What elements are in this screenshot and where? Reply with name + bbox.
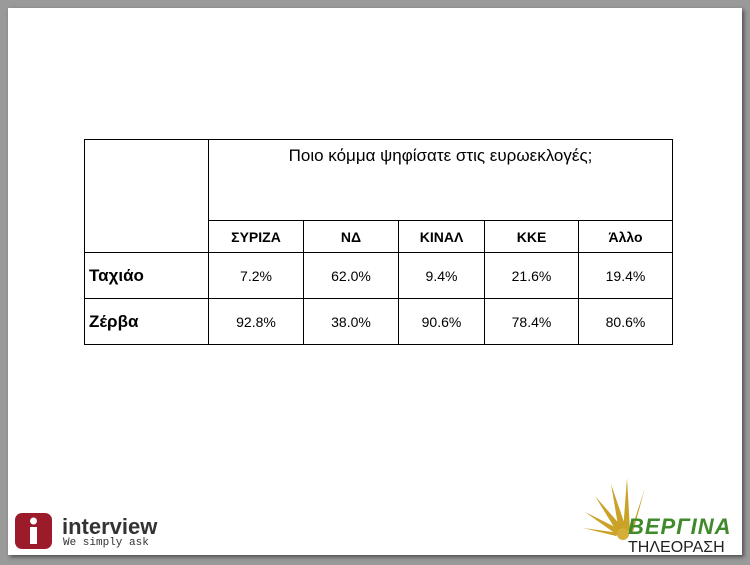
cell: 38.0% — [303, 298, 399, 345]
data-row: Ταχιάο 7.2% 62.0% 9.4% 21.6% 19.4% — [84, 252, 673, 299]
interview-name: interview — [62, 514, 158, 539]
corner-cell — [84, 139, 209, 253]
interview-tagline: We simply ask — [63, 537, 149, 549]
cell: 19.4% — [578, 252, 673, 299]
cell: 9.4% — [398, 252, 485, 299]
vergina-name: ΒΕΡΓΙΝΑ — [628, 514, 732, 539]
vergina-subtitle: ΤΗΛΕΟΡΑΣΗ — [628, 539, 725, 556]
cell: 78.4% — [484, 298, 579, 345]
cell: 90.6% — [398, 298, 485, 345]
vergina-sun — [583, 478, 645, 540]
column-header: ΚΚΕ — [484, 220, 579, 253]
slide: Ποιο κόμμα ψηφίσατε στις ευρωεκλογές; ΣΥΡ… — [8, 8, 742, 556]
cell: 7.2% — [208, 252, 304, 299]
results-table: Ποιο κόμμα ψηφίσατε στις ευρωεκλογές; ΣΥΡ… — [84, 139, 673, 345]
title-row: Ποιο κόμμα ψηφίσατε στις ευρωεκλογές; — [84, 139, 673, 253]
cell: 80.6% — [578, 298, 673, 345]
cell: 21.6% — [484, 252, 579, 299]
row-label: Ζέρβα — [84, 298, 209, 345]
cell: 62.0% — [303, 252, 399, 299]
row-label: Ταχιάο — [84, 252, 209, 299]
column-header: ΚΙΝΑΛ — [398, 220, 485, 253]
data-row: Ζέρβα 92.8% 38.0% 90.6% 78.4% 80.6% — [84, 298, 673, 345]
cell: 92.8% — [208, 298, 304, 345]
column-header: ΣΥΡΙΖΑ — [208, 220, 304, 253]
column-header: ΝΔ — [303, 220, 399, 253]
interview-icon — [15, 513, 52, 549]
table-title: Ποιο κόμμα ψηφίσατε στις ευρωεκλογές; — [208, 139, 673, 221]
column-header: Άλλο — [578, 220, 673, 253]
header-row: ΣΥΡΙΖΑ ΝΔ ΚΙΝΑΛ ΚΚΕ Άλλο — [85, 220, 673, 253]
